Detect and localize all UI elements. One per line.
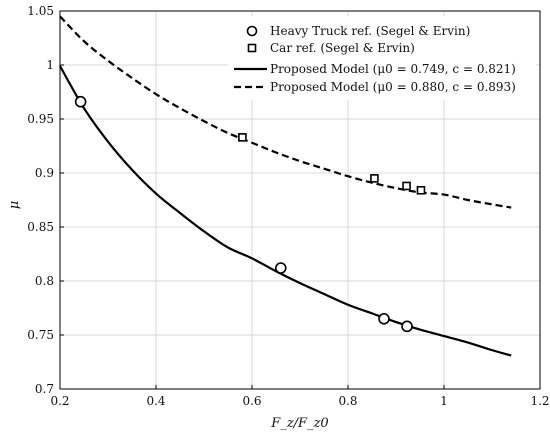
- x-axis-label: F_z/F_z0: [270, 416, 328, 431]
- x-tick-label: 1.2: [530, 394, 549, 408]
- x-tick-label: 0.2: [50, 394, 69, 408]
- legend-marker-circle: [246, 25, 258, 37]
- car-point: [238, 133, 247, 142]
- x-tick-label: 0.8: [338, 394, 357, 408]
- legend: Heavy Truck ref. (Segel & Ervin) Car ref…: [228, 16, 536, 100]
- y-tick-label: 1: [46, 58, 54, 72]
- series-markers: [74, 95, 426, 333]
- y-axis-label: μ: [7, 201, 22, 209]
- legend-label-heavy-truck: Heavy Truck ref. (Segel & Ervin): [270, 24, 470, 38]
- y-tick-label: 0.75: [27, 328, 54, 342]
- y-tick-label: 0.8: [35, 274, 54, 288]
- y-tick-label: 0.7: [35, 382, 54, 396]
- y-tick-label: 0.9: [35, 166, 54, 180]
- x-tick-label: 0.4: [146, 394, 165, 408]
- x-tick-label: 0.6: [242, 394, 261, 408]
- legend-label-model-1: Proposed Model (μ0 = 0.749, c = 0.821): [270, 62, 516, 76]
- y-tick-label: 0.95: [27, 112, 54, 126]
- axis-ticks: 0.2 0.4 0.6 0.8 1 1.2 0.7 0.75 0.8 0.85 0.9 0.95 1 1.…: [27, 4, 549, 408]
- legend-marker-square: [247, 43, 257, 53]
- legend-label-car: Car ref. (Segel & Ervin): [270, 41, 415, 55]
- legend-label-model-2: Proposed Model (μ0 = 0.880, c = 0.893): [270, 80, 516, 94]
- model-curve-solid: [59, 65, 512, 357]
- series-lines: [59, 15, 512, 357]
- model-curve-dashed: [59, 15, 512, 209]
- heavy-truck-point: [74, 95, 87, 108]
- car-point: [416, 185, 426, 195]
- x-tick-label: 1: [440, 394, 448, 408]
- y-tick-label: 1.05: [27, 4, 54, 18]
- heavy-truck-point: [401, 320, 413, 333]
- car-point: [402, 181, 411, 191]
- legend-background: [228, 16, 536, 100]
- heavy-truck-point: [378, 312, 390, 325]
- car-point: [370, 174, 379, 183]
- heavy-truck-point: [274, 262, 287, 274]
- plot-frame: [59, 10, 541, 390]
- y-tick-label: 0.85: [27, 220, 54, 234]
